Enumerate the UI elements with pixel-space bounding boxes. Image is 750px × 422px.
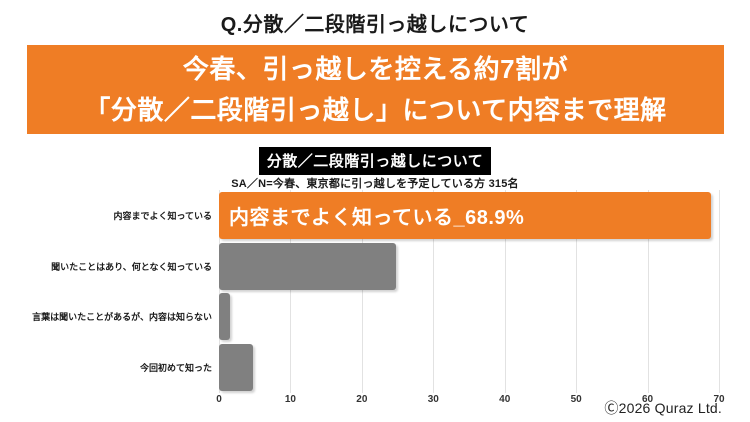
category-labels: 内容までよく知っている聞いたことはあり、何となく知っている言葉は聞いたことがある… [0, 190, 212, 393]
x-tick-label: 50 [570, 394, 582, 405]
bar [219, 293, 231, 341]
bar-row [219, 342, 719, 393]
gridline [719, 190, 720, 393]
category-label: 今回初めて知った [139, 363, 212, 374]
copyright: Ⓒ2026 Quraz Ltd. [604, 400, 722, 416]
x-tick-label: 10 [284, 394, 296, 405]
plot-area: 内容までよく知っている_68.9% [219, 190, 720, 393]
chart-title-badge: 分散／二段階引っ越しについて [258, 147, 492, 175]
survey-note: SA／N=今春、東京都に引っ越しを予定している方 315名 [231, 178, 519, 190]
x-tick-label: 70 [713, 394, 725, 405]
x-tick-label: 20 [356, 394, 368, 405]
bar-row [219, 241, 719, 292]
gridline [647, 190, 649, 393]
page-title: Q.分散／二段階引っ越しについて [220, 14, 530, 36]
bar-value-label: 内容までよく知っている_68.9% [229, 206, 525, 229]
bar-chart: 内容までよく知っている聞いたことはあり、何となく知っている言葉は聞いたことがある… [0, 190, 750, 422]
bar [219, 242, 397, 290]
x-tick-label: 0 [216, 394, 222, 405]
gridline [290, 190, 292, 393]
category-label: 内容までよく知っている [113, 210, 212, 221]
gridline [361, 190, 363, 393]
chart-title-wrap: 分散／二段階引っ越しについて [0, 147, 750, 175]
headline-line-1: 今春、引っ越しを控える約7割が [182, 53, 569, 84]
gridline [219, 190, 220, 393]
x-tick-label: 40 [499, 394, 511, 405]
headline-line-2: 「分散／二段階引っ越し」について内容まで理解 [84, 94, 667, 125]
x-axis-ticks: 0 10 20 30 40 50 60 70 [216, 394, 724, 408]
bar: 内容までよく知っている_68.9% [219, 191, 712, 239]
bar-row: 内容までよく知っている_68.9% [219, 190, 719, 241]
bar-row [219, 292, 719, 343]
bar [219, 344, 254, 392]
category-label: 聞いたことはあり、何となく知っている [51, 261, 212, 272]
gridline [576, 190, 578, 393]
headline-banner: 今春、引っ越しを控える約7割が 「分散／二段階引っ越し」について内容まで理解 [27, 45, 724, 134]
gridline [504, 190, 506, 393]
category-label: 言葉は聞いたことがあるが、内容は知らない [32, 312, 212, 323]
x-tick-label: 30 [427, 394, 439, 405]
x-tick-label: 60 [642, 394, 654, 405]
bars-container: 内容までよく知っている_68.9% [219, 190, 719, 393]
gridline [433, 190, 435, 393]
